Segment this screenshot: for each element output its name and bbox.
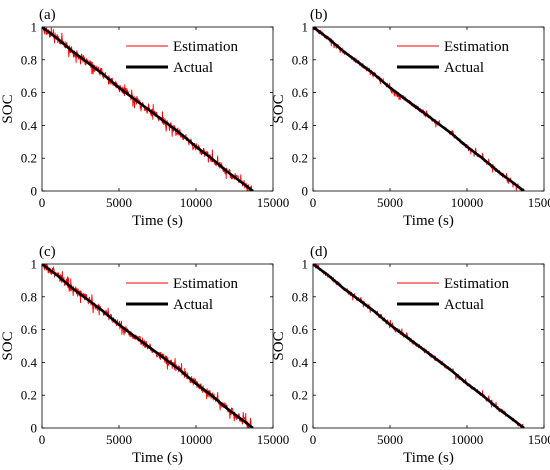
chart-panel-c: 0 5000 10000 15000 0 0.2 0.4 0.6 0.8 1 Time (s) SOC…	[0, 244, 289, 466]
legend-label-actual: Actual	[444, 60, 484, 76]
y-tick-label: 1	[31, 257, 38, 272]
axes-box	[41, 26, 274, 192]
panel-label: (b)	[310, 7, 328, 23]
y-tick-label: 0.6	[292, 322, 309, 337]
series-line-actual	[42, 27, 254, 191]
legend-label-actual: Actual	[173, 60, 213, 76]
x-axis-label: Time (s)	[403, 213, 454, 229]
x-tick-label: 10000	[451, 195, 484, 210]
x-tick-label: 5000	[377, 195, 403, 210]
legend-label-actual: Actual	[173, 297, 213, 313]
series-line-actual	[313, 27, 525, 191]
x-tick-label: 10000	[451, 432, 484, 447]
y-tick-label: 0.8	[292, 52, 308, 67]
y-tick-label: 0	[302, 184, 309, 199]
y-tick-label: 0	[302, 421, 309, 436]
x-tick-label: 15000	[528, 195, 550, 210]
legend: Estimation Actual	[397, 276, 509, 313]
y-tick-label: 0.6	[21, 85, 38, 100]
x-tick-label: 0	[39, 432, 46, 447]
axes-box	[312, 263, 545, 429]
legend-label-estimation: Estimation	[173, 39, 238, 55]
panel-label: (c)	[39, 244, 56, 260]
legend: Estimation Actual	[126, 39, 238, 76]
y-tick-label: 1	[31, 20, 38, 35]
series-line-actual	[42, 264, 254, 428]
chart-panel-a: 0 5000 10000 15000 0 0.2 0.4 0.6 0.8 1 Time (s) SOC…	[0, 7, 289, 229]
legend: Estimation Actual	[397, 39, 509, 76]
x-tick-label: 10000	[180, 432, 213, 447]
x-tick-label: 15000	[257, 195, 290, 210]
legend-label-actual: Actual	[444, 297, 484, 313]
y-tick-label: 0	[31, 421, 38, 436]
series-line-actual	[313, 264, 525, 428]
panel-label: (a)	[39, 7, 56, 23]
y-axis-label: SOC	[271, 94, 287, 123]
x-tick-label: 15000	[528, 432, 550, 447]
y-tick-label: 0.2	[21, 388, 37, 403]
plot-area	[313, 27, 525, 191]
y-tick-label: 0.8	[21, 289, 37, 304]
y-tick-label: 0.4	[292, 118, 309, 133]
chart-panel-b: 0 5000 10000 15000 0 0.2 0.4 0.6 0.8 1 Time (s) SOC…	[271, 7, 550, 229]
y-tick-label: 1	[302, 257, 309, 272]
x-axis-label: Time (s)	[132, 213, 183, 229]
x-tick-label: 5000	[377, 432, 403, 447]
plot-area	[313, 264, 525, 428]
y-axis-label: SOC	[271, 331, 287, 360]
panel-label: (d)	[310, 244, 328, 260]
y-tick-label: 0.8	[292, 289, 308, 304]
y-tick-label: 0	[31, 184, 38, 199]
y-tick-label: 0.2	[292, 388, 308, 403]
y-axis-label: SOC	[0, 331, 16, 360]
y-tick-label: 0.4	[292, 355, 309, 370]
legend-label-estimation: Estimation	[173, 276, 238, 292]
y-tick-label: 0.8	[21, 52, 37, 67]
x-tick-label: 0	[310, 195, 317, 210]
legend-label-estimation: Estimation	[444, 276, 509, 292]
y-tick-label: 1	[302, 20, 309, 35]
chart-panel-d: 0 5000 10000 15000 0 0.2 0.4 0.6 0.8 1 Time (s) SOC…	[271, 244, 550, 466]
y-tick-label: 0.4	[21, 355, 38, 370]
y-tick-label: 0.2	[21, 151, 37, 166]
x-axis-label: Time (s)	[403, 450, 454, 466]
x-tick-label: 5000	[106, 195, 132, 210]
x-tick-label: 5000	[106, 432, 132, 447]
y-tick-label: 0.6	[292, 85, 309, 100]
plot-area	[42, 264, 254, 428]
x-tick-label: 10000	[180, 195, 213, 210]
y-axis-label: SOC	[0, 94, 16, 123]
legend-label-estimation: Estimation	[444, 39, 509, 55]
plot-area	[42, 27, 254, 191]
y-tick-label: 0.4	[21, 118, 38, 133]
x-tick-label: 15000	[257, 432, 290, 447]
x-tick-label: 0	[39, 195, 46, 210]
x-tick-label: 0	[310, 432, 317, 447]
axes-box	[312, 26, 545, 192]
legend: Estimation Actual	[126, 276, 238, 313]
y-tick-label: 0.6	[21, 322, 38, 337]
axes-box	[41, 263, 274, 429]
x-axis-label: Time (s)	[132, 450, 183, 466]
y-tick-label: 0.2	[292, 151, 308, 166]
